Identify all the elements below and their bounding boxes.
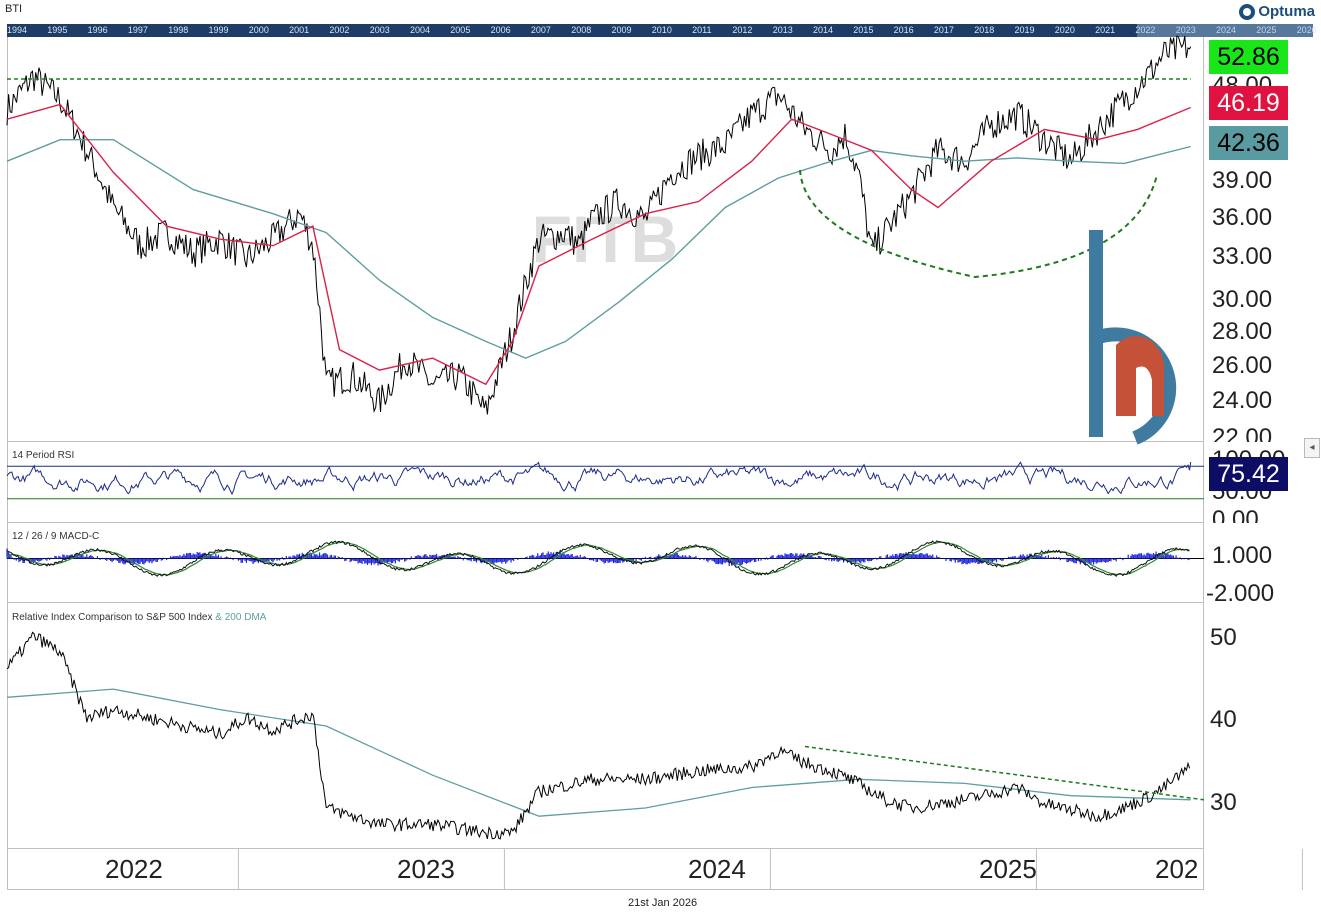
timeline-year: 2020: [1054, 25, 1075, 35]
date-label: 21st Jan 2026: [628, 897, 698, 909]
y-tick-28: 28.00: [1212, 318, 1273, 345]
timeline-year: 1998: [168, 25, 189, 35]
rsi-panel-title: 14 Period RSI: [12, 450, 75, 461]
timeline-year: 2001: [289, 25, 310, 35]
timeline-year: 2009: [611, 25, 632, 35]
timeline-year: 2000: [248, 25, 269, 35]
timeline-year: 1996: [87, 25, 108, 35]
ma-long-line: [6, 138, 1191, 359]
macd-tick-1: 1.000: [1212, 542, 1273, 569]
relative-layer: [6, 631, 1303, 890]
year-label-2025: 2025: [979, 854, 1037, 884]
timeline-year: 2002: [329, 25, 350, 35]
year-label-2023: 2023: [397, 854, 455, 884]
timeline-year: 2008: [571, 25, 592, 35]
timeline-year: 1999: [208, 25, 229, 35]
timeline-year: 2007: [530, 25, 551, 35]
timeline-year: 2023: [1175, 25, 1196, 35]
rel-tick-50: 50: [1210, 624, 1237, 651]
year-label-2026: 202: [1155, 854, 1199, 884]
year-label-2022: 2022: [105, 854, 163, 884]
macd-tick-minus2: -2.000: [1206, 580, 1275, 607]
collapse-arrow-icon[interactable]: ◂: [1304, 438, 1320, 458]
relative-panel-title: Relative Index Comparison to S&P 500 Ind…: [12, 612, 266, 623]
timeline-year: 2017: [933, 25, 954, 35]
ma-long-badge: 42.36: [1209, 126, 1288, 160]
y-tick-30: 30.00: [1212, 286, 1273, 313]
y-tick-22: 22.00: [1212, 424, 1273, 442]
rsi-layer: [6, 461, 1204, 500]
timeline-year: 2019: [1014, 25, 1035, 35]
timeline-year: 1997: [127, 25, 148, 35]
symbol-label: BTI: [5, 3, 23, 15]
macd-panel[interactable]: [7, 523, 1204, 603]
timeline-year: 2026: [1296, 25, 1317, 35]
rsi-tick-0: 0.00: [1212, 506, 1259, 523]
timeline-year: 2018: [974, 25, 995, 35]
timeline-year: 2005: [450, 25, 471, 35]
macd-signal-line: [6, 541, 1190, 576]
macd-line: [6, 540, 1190, 577]
macd-panel-title: 12 / 26 / 9 MACD-C: [12, 531, 100, 542]
relative-panel[interactable]: [7, 603, 1204, 849]
timeline-year: 2016: [893, 25, 914, 35]
logo-text: Optuma: [1258, 3, 1315, 20]
price-panel[interactable]: [7, 37, 1204, 442]
relative-line: [6, 631, 1191, 840]
y-tick-36: 36.00: [1212, 204, 1273, 231]
ma-short-badge: 46.19: [1209, 86, 1288, 120]
last-price-badge: 52.86: [1209, 40, 1288, 74]
timeline-year: 2010: [651, 25, 672, 35]
timeline-year: 2015: [853, 25, 874, 35]
y-tick-33: 33.00: [1212, 243, 1273, 270]
rel-tick-30: 30: [1210, 789, 1237, 816]
brand-logo-icon: [1089, 230, 1177, 445]
time-axis: [7, 849, 1204, 890]
cup-pattern-curve: [799, 169, 1158, 279]
ma-short-line: [6, 103, 1191, 386]
timeline-year: 2012: [732, 25, 753, 35]
timeline-year: 2022: [1135, 25, 1156, 35]
timeline-year: 1995: [47, 25, 68, 35]
timeline-year: 2004: [410, 25, 431, 35]
timeline-year: 2024: [1216, 25, 1237, 35]
optuma-logo-icon: [1239, 3, 1256, 20]
timeline-year: 2014: [813, 25, 834, 35]
rsi-badge: 75.42: [1209, 457, 1288, 491]
rel-tick-40: 40: [1210, 706, 1237, 733]
rsi-line: [6, 461, 1192, 496]
rsi-panel[interactable]: [7, 442, 1204, 523]
price-line: [6, 35, 1192, 415]
timeline-year: 2021: [1095, 25, 1116, 35]
relative-legend: & 200 DMA: [215, 612, 267, 623]
timeline-year: 2011: [692, 25, 712, 35]
price-layer: [6, 35, 1192, 415]
timeline-year: 2013: [772, 25, 793, 35]
relative-200dma-line: [6, 688, 1191, 817]
optuma-logo: Optuma: [1239, 3, 1315, 20]
relative-trendline: [804, 745, 1205, 801]
macd-layer: [6, 540, 1204, 577]
timeline-year: 2003: [369, 25, 390, 35]
timeline-year: 1994: [7, 25, 28, 35]
year-label-2024: 2024: [688, 854, 746, 884]
timeline-navigator[interactable]: 1994 1995 1996 1997 1998 1999 2000 2001 2002 2003…: [7, 24, 1317, 37]
watermark: FITB: [532, 202, 679, 276]
timeline-year: 2025: [1256, 25, 1277, 35]
timeline-year: 2006: [490, 25, 511, 35]
timeline-selection[interactable]: [1137, 24, 1313, 37]
relative-title-text: Relative Index Comparison to S&P 500 Ind…: [12, 612, 213, 623]
y-tick-39: 39.00: [1212, 167, 1273, 194]
y-tick-26: 26.00: [1212, 352, 1273, 379]
y-tick-24: 24.00: [1212, 387, 1273, 414]
